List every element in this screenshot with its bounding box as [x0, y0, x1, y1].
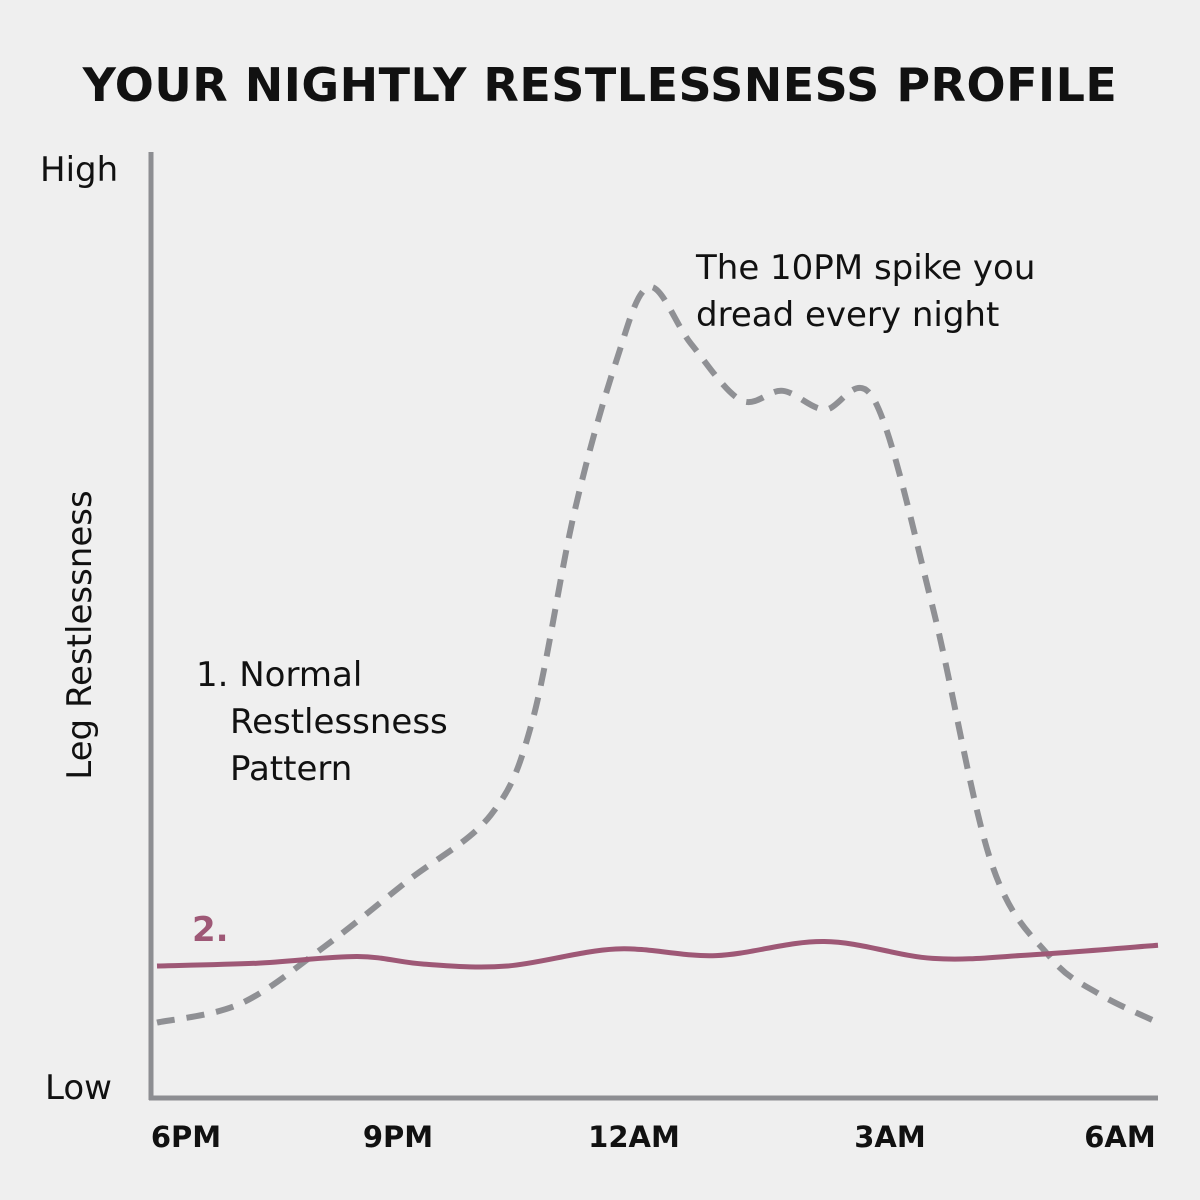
x-tick-6pm: 6PM — [150, 1120, 222, 1154]
y-axis-high-label: High — [40, 150, 119, 190]
spike-annotation-line1: The 10PM spike you — [696, 248, 1036, 288]
series-2-label: 2. — [192, 910, 229, 950]
series-1-line — [156, 284, 1160, 1026]
series-2-line — [156, 938, 1159, 970]
x-tick-3am: 3AM — [854, 1120, 926, 1154]
normal-annotation-line1: 1. Normal — [196, 655, 363, 695]
normal-annotation-line2: Restlessness — [230, 702, 448, 742]
y-axis-low-label: Low — [45, 1068, 112, 1108]
normal-pattern-annotation: 1. Normal Restlessness Pattern — [196, 652, 448, 793]
normal-annotation-line3: Pattern — [230, 749, 353, 789]
chart-title: YOUR NIGHTLY RESTLESSNESS PROFILE — [82, 58, 1118, 112]
x-tick-12am: 12AM — [588, 1120, 680, 1154]
spike-annotation: The 10PM spike you dread every night — [696, 245, 1035, 339]
spike-annotation-line2: dread every night — [696, 295, 1000, 335]
x-tick-6am: 6AM — [1084, 1120, 1156, 1154]
y-axis-title: Leg Restlessness — [60, 490, 100, 780]
x-tick-9pm: 9PM — [362, 1120, 434, 1154]
